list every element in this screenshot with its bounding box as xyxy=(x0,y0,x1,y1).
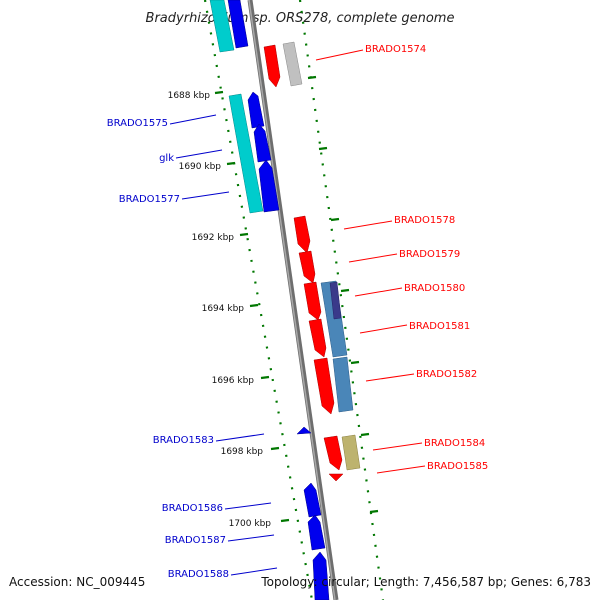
gene-label-brado1577[interactable]: BRADO1577 xyxy=(119,194,180,205)
gene-brado1580[interactable] xyxy=(303,281,322,321)
gene-label-brado1588[interactable]: BRADO1588 xyxy=(168,569,229,580)
gene-label-brado1581[interactable]: BRADO1581 xyxy=(409,321,470,332)
kbp-tick-marks xyxy=(214,90,290,523)
reverse-strand-genes xyxy=(209,0,330,600)
kbp-label: 1700 kbp xyxy=(229,519,272,529)
gene-steel-feature[interactable] xyxy=(332,356,354,413)
gene-label-brado1574[interactable]: BRADO1574 xyxy=(365,44,426,55)
kbp-label: 1696 kbp xyxy=(212,376,255,386)
gene-brado1582[interactable] xyxy=(313,357,335,415)
kbp-label: 1694 kbp xyxy=(202,304,245,314)
accession-text: Accession: NC_009445 xyxy=(9,575,145,589)
gene-brado1578[interactable] xyxy=(293,215,311,254)
gene-label-brado1586[interactable]: BRADO1586 xyxy=(162,503,223,514)
dotted-track-right xyxy=(298,0,385,600)
right-tick-marks xyxy=(307,75,379,514)
gene-brado1577[interactable] xyxy=(258,159,280,213)
gene-label-brado1587[interactable]: BRADO1587 xyxy=(165,535,226,546)
right-gene-labels: BRADO1574 BRADO1578 BRADO1579 BRADO1580 … xyxy=(365,44,488,472)
gene-blue-cds[interactable] xyxy=(227,0,249,49)
left-gene-labels: BRADO1575 glk BRADO1577 BRADO1583 BRADO1… xyxy=(107,118,229,580)
gene-brado1585[interactable] xyxy=(328,473,344,482)
gene-olive-feature[interactable] xyxy=(341,434,361,471)
gene-brado1586[interactable] xyxy=(303,482,322,518)
topology-text: Topology: circular; Length: 7,456,587 bp… xyxy=(260,575,591,589)
forward-strand-genes xyxy=(263,41,361,482)
left-label-leaders xyxy=(169,114,278,576)
gene-label-brado1578[interactable]: BRADO1578 xyxy=(394,215,455,226)
gene-brado1574[interactable] xyxy=(263,44,281,88)
gene-label-brado1579[interactable]: BRADO1579 xyxy=(399,249,460,260)
gene-label-brado1585[interactable]: BRADO1585 xyxy=(427,461,488,472)
kbp-label: 1690 kbp xyxy=(179,162,222,172)
kbp-labels: 1688 kbp 1690 kbp 1692 kbp 1694 kbp 1696… xyxy=(168,91,272,529)
gene-label-brado1582[interactable]: BRADO1582 xyxy=(416,369,477,380)
dotted-track-left xyxy=(203,0,314,600)
gene-grey-feature[interactable] xyxy=(282,41,303,87)
gene-brado1584[interactable] xyxy=(323,435,343,471)
kbp-label: 1688 kbp xyxy=(168,91,211,101)
kbp-label: 1692 kbp xyxy=(192,233,235,243)
map-title: Bradyrhizobium sp. ORS278, complete geno… xyxy=(146,11,455,26)
gene-brado1579[interactable] xyxy=(298,250,316,284)
gene-brado1587[interactable] xyxy=(307,514,326,551)
gene-label-brado1575[interactable]: BRADO1575 xyxy=(107,118,168,129)
gene-cyan-feature[interactable] xyxy=(209,0,235,53)
genome-backbone xyxy=(247,0,339,600)
gene-glk[interactable] xyxy=(253,123,272,163)
gene-label-brado1584[interactable]: BRADO1584 xyxy=(424,438,485,449)
right-label-leaders xyxy=(315,49,426,474)
kbp-label: 1698 kbp xyxy=(221,447,264,457)
gene-brado1588[interactable] xyxy=(312,551,330,600)
gene-steel-feature[interactable] xyxy=(329,281,342,320)
gene-label-glk[interactable]: glk xyxy=(159,153,174,164)
gene-brado1583[interactable] xyxy=(296,426,312,435)
gene-brado1575[interactable] xyxy=(247,91,265,129)
gene-label-brado1580[interactable]: BRADO1580 xyxy=(404,283,465,294)
gene-brado1581[interactable] xyxy=(308,318,327,358)
gene-cyan-feature[interactable] xyxy=(228,93,264,214)
gene-label-brado1583[interactable]: BRADO1583 xyxy=(153,435,214,446)
